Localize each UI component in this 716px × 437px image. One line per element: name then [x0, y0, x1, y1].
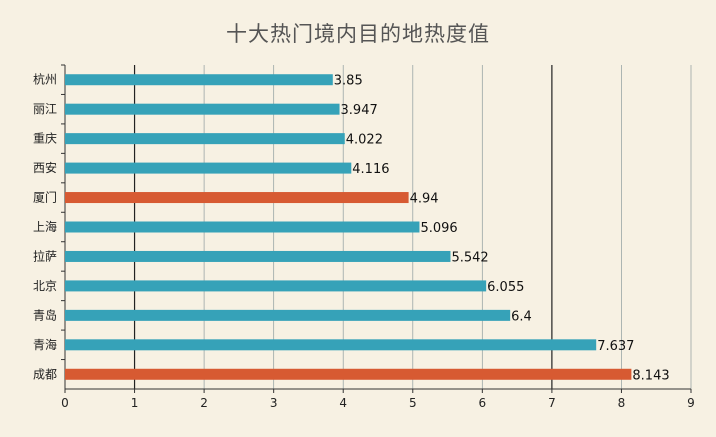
x-tick-label: 6: [479, 396, 487, 410]
data-label: 6.4: [511, 309, 532, 324]
x-tick-label: 0: [61, 396, 69, 410]
data-label: 3.947: [341, 103, 378, 118]
chart-title: 十大热门境内目的地热度值: [226, 22, 490, 46]
x-tick-label: 9: [687, 396, 695, 410]
data-label: 5.096: [420, 221, 457, 236]
data-label: 3.85: [334, 74, 363, 89]
x-tick-label: 5: [409, 396, 417, 410]
category-label: 北京: [33, 279, 57, 293]
x-tick-label: 3: [270, 396, 278, 410]
category-label: 丽江: [33, 102, 57, 116]
data-label: 4.022: [346, 133, 383, 148]
bar: [65, 221, 420, 233]
x-tick-label: 4: [339, 396, 347, 410]
category-label: 厦门: [33, 190, 57, 205]
category-label: 西安: [33, 160, 57, 175]
bar: [65, 280, 487, 292]
category-label: 拉萨: [33, 248, 57, 263]
data-label: 4.94: [410, 192, 439, 207]
x-tick-label: 7: [548, 396, 556, 410]
bar: [65, 368, 632, 380]
bar: [65, 74, 333, 86]
bar: [65, 133, 345, 145]
category-label: 重庆: [33, 132, 57, 146]
data-label: 6.055: [487, 280, 524, 295]
x-tick-label: 2: [200, 396, 208, 410]
category-label: 青岛: [33, 307, 57, 322]
x-tick-label: 1: [131, 396, 139, 410]
bar: [65, 309, 511, 321]
category-label: 上海: [33, 219, 57, 234]
bar: [65, 250, 451, 262]
category-label: 杭州: [33, 72, 57, 87]
category-label: 青海: [33, 337, 57, 352]
bar: [65, 192, 409, 204]
data-label: 7.637: [597, 339, 634, 354]
x-tick-label: 8: [618, 396, 626, 410]
category-label: 成都: [33, 367, 57, 381]
data-label: 8.143: [632, 368, 669, 383]
bar: [65, 339, 597, 351]
data-label: 4.116: [352, 162, 389, 177]
data-label: 5.542: [451, 250, 488, 265]
bar: [65, 103, 340, 115]
bar: [65, 162, 352, 174]
